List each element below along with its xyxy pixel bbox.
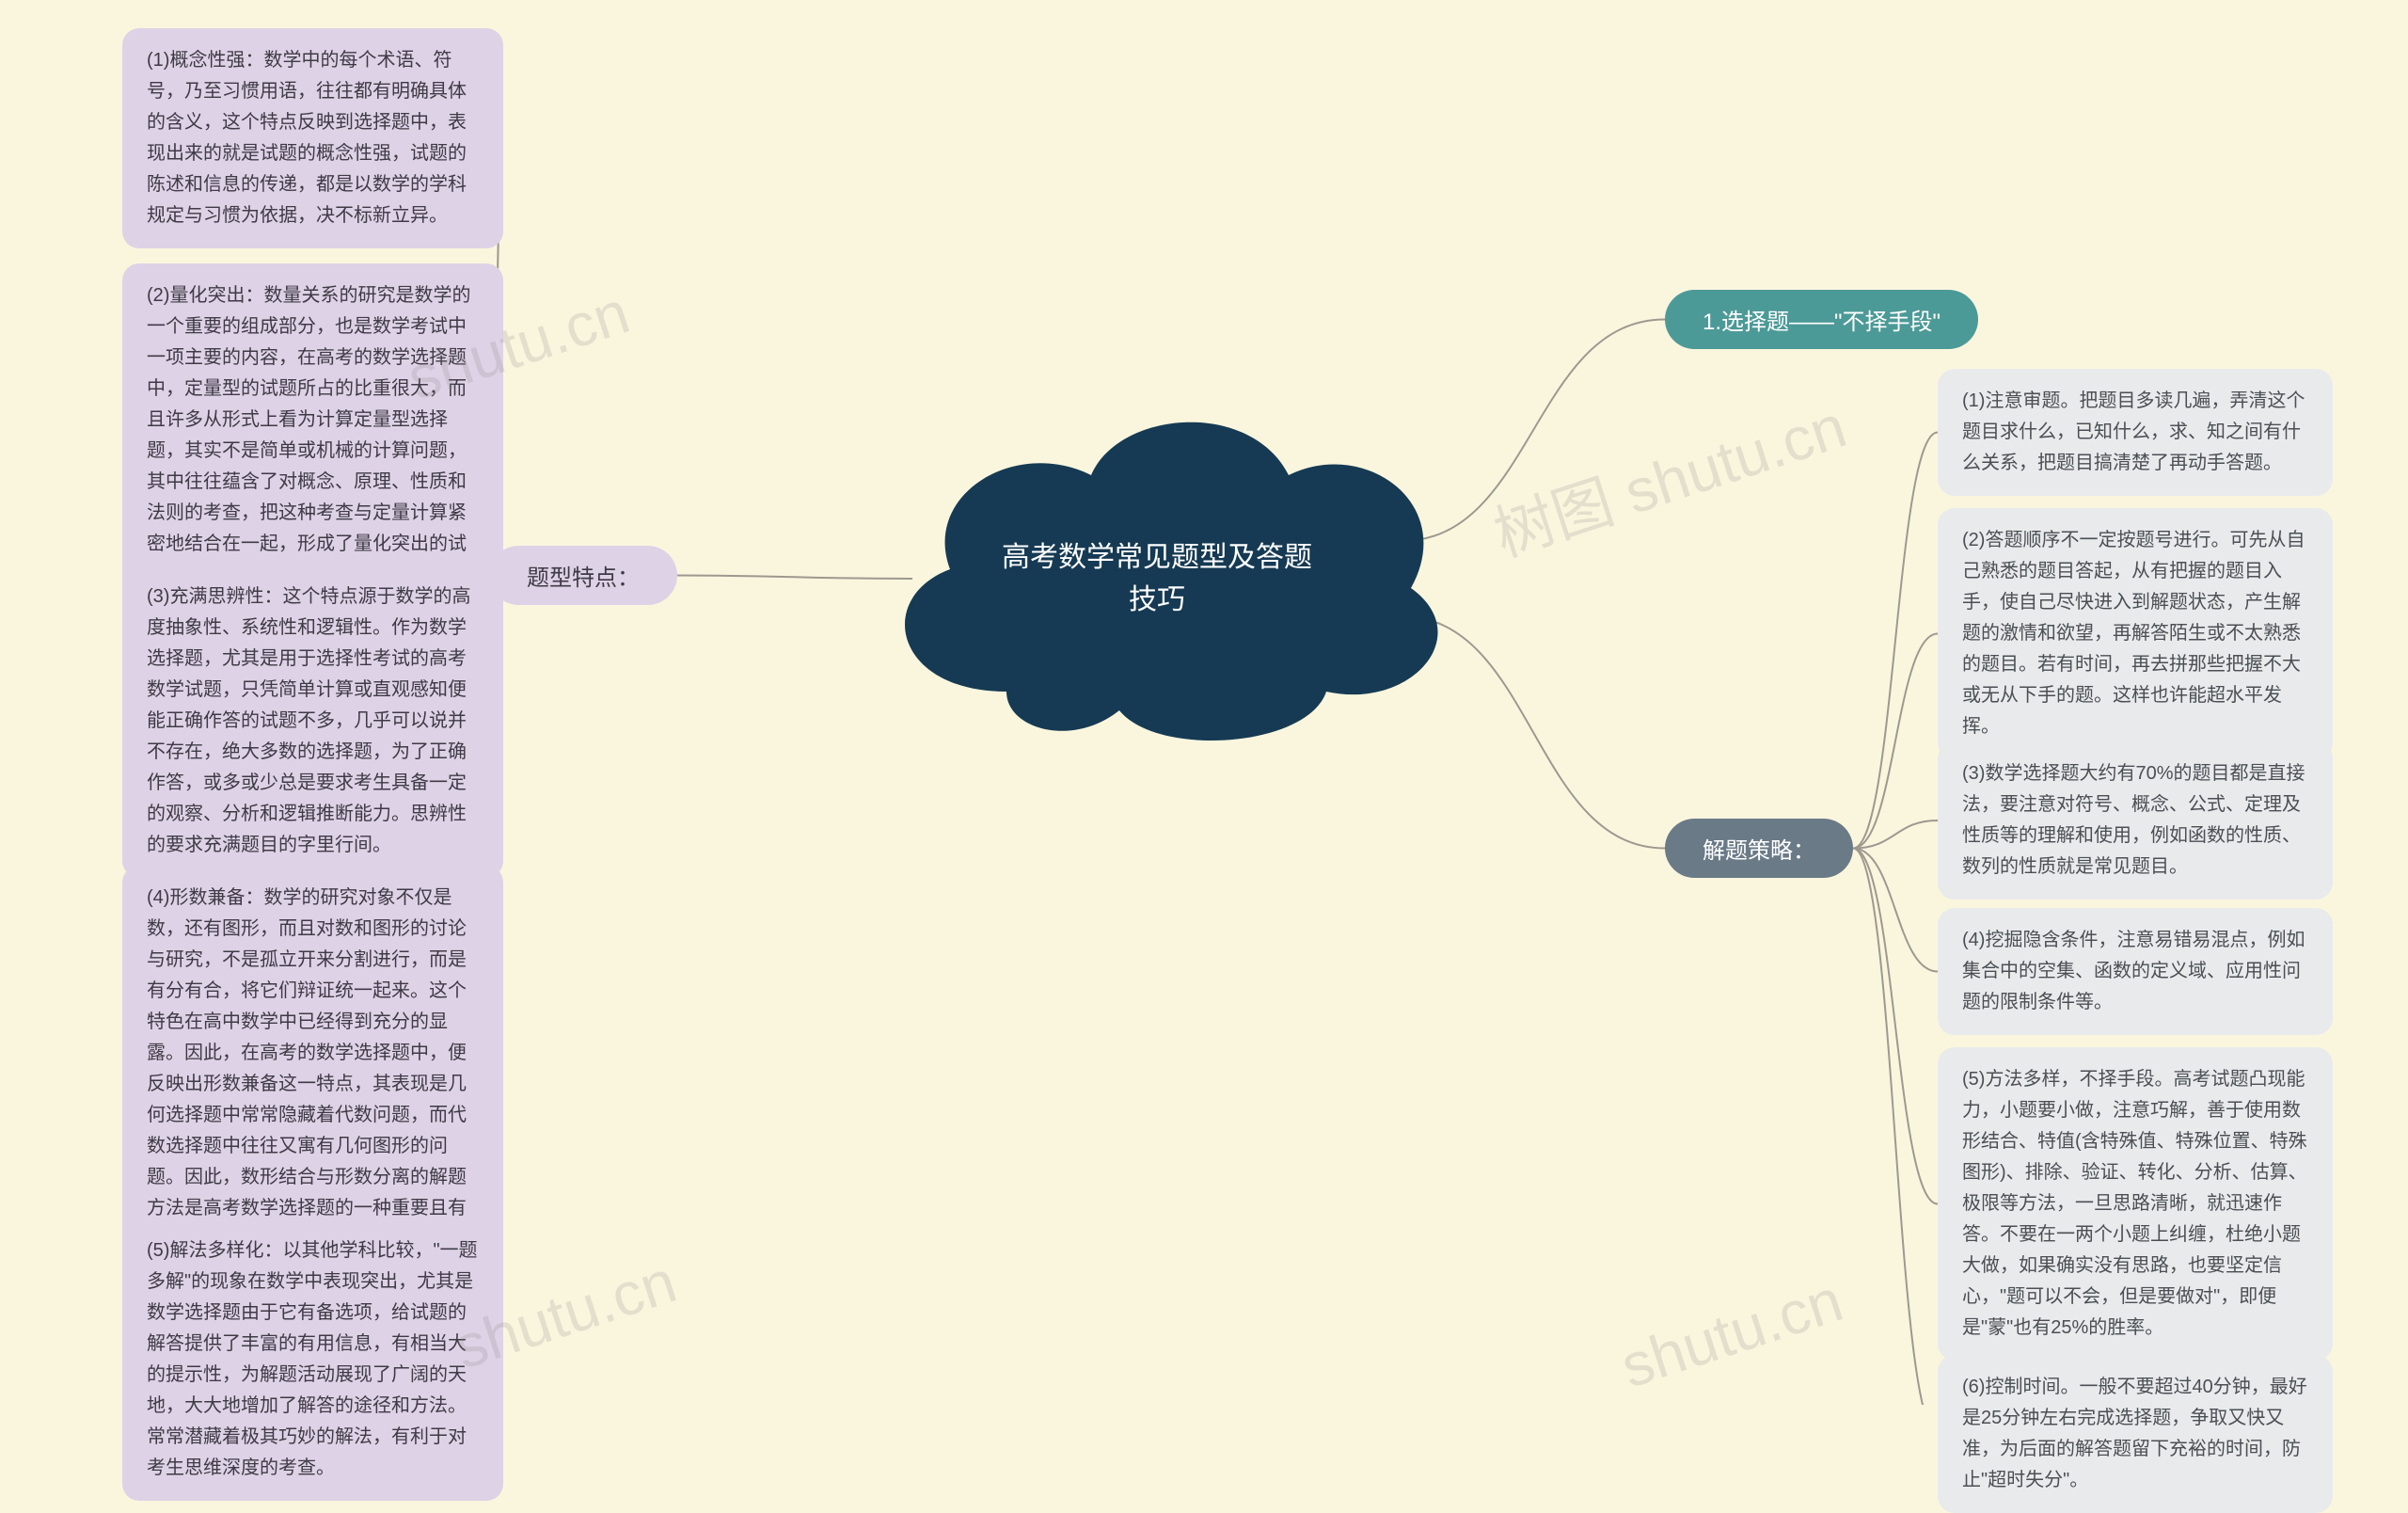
right-leaf-5: (6)控制时间。一般不要超过40分钟，最好是25分钟左右完成选择题，争取又快又准… xyxy=(1938,1355,2333,1513)
right-branch-1-node: 解题策略： xyxy=(1665,819,1853,878)
right-leaf-4: (5)方法多样，不择手段。高考试题凸现能力，小题要小做，注意巧解，善于使用数形结… xyxy=(1938,1047,2333,1361)
right-branch-0-label: 1.选择题——"不择手段" xyxy=(1703,303,1941,336)
left-leaf-3: (4)形数兼备：数学的研究对象不仅是数，还有图形，而且对数和图形的讨论与研究，不… xyxy=(122,866,503,1272)
right-branch-1-label: 解题策略： xyxy=(1703,832,1815,865)
right-leaf-1: (2)答题顺序不一定按题号进行。可先从自己熟悉的题目答起，从有把握的题目入手，使… xyxy=(1938,508,2333,759)
watermark-3: shutu.cn xyxy=(1612,1265,1850,1401)
left-leaf-4: (5)解法多样化：以其他学科比较，"一题多解"的现象在数学中表现突出，尤其是数学… xyxy=(122,1218,503,1501)
left-leaf-2: (3)充满思辨性：这个特点源于数学的高度抽象性、系统性和逻辑性。作为数学选择题，… xyxy=(122,565,503,878)
left-leaf-0: (1)概念性强：数学中的每个术语、符号，乃至习惯用语，往往都有明确具体的含义，这… xyxy=(122,28,503,248)
right-leaf-3: (4)挖掘隐含条件，注意易错易混点，例如集合中的空集、函数的定义域、应用性问题的… xyxy=(1938,908,2333,1035)
left-branch-label: 题型特点： xyxy=(527,559,640,592)
right-leaf-2: (3)数学选择题大约有70%的题目都是直接法，要注意对符号、概念、公式、定理及性… xyxy=(1938,741,2333,900)
right-leaf-0: (1)注意审题。把题目多读几遍，弄清这个题目求什么，已知什么，求、知之间有什么关… xyxy=(1938,369,2333,496)
center-cloud-wrap: 高考数学常见题型及答题 技巧 xyxy=(856,390,1458,767)
watermark-1: 树图 shutu.cn xyxy=(1481,378,1855,573)
right-branch-0-node: 1.选择题——"不择手段" xyxy=(1665,290,1978,349)
center-title: 高考数学常见题型及答题 技巧 xyxy=(983,536,1331,621)
left-leaf-1: (2)量化突出：数量关系的研究是数学的一个重要的组成部分，也是数学考试中一项主要… xyxy=(122,263,503,608)
left-branch-node: 题型特点： xyxy=(489,546,677,605)
